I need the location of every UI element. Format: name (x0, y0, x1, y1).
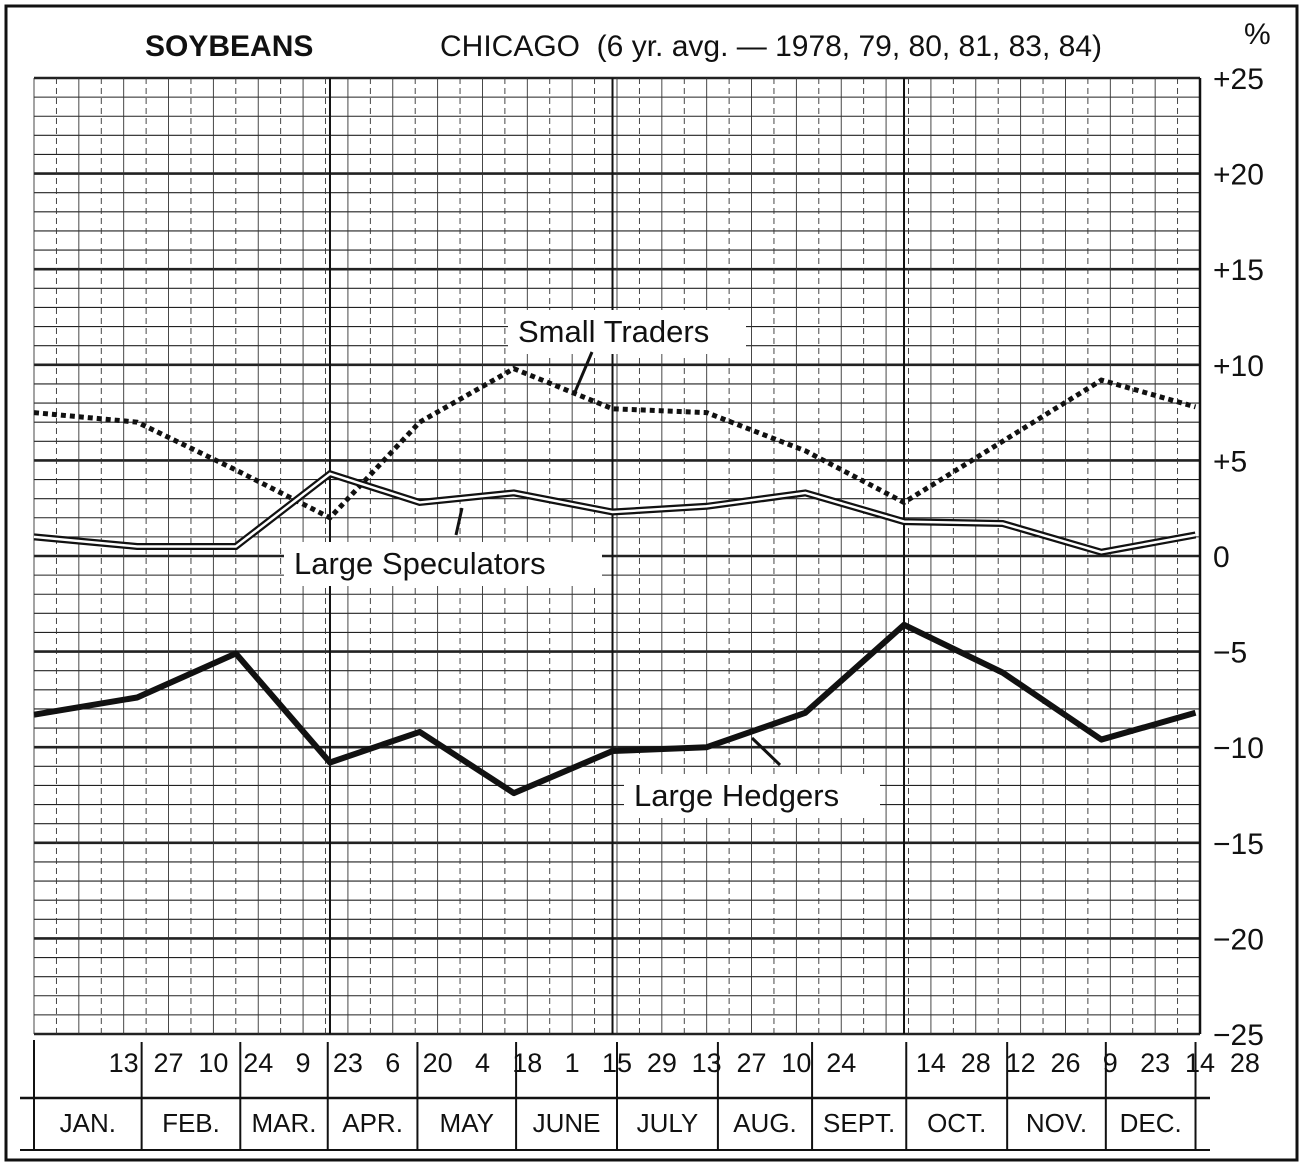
y-tick-label: −15 (1213, 828, 1264, 861)
x-day-label: 23 (1140, 1048, 1170, 1078)
y-tick-label: +10 (1213, 350, 1264, 383)
y-tick-label: +25 (1213, 63, 1264, 96)
month-label: MAR. (252, 1108, 317, 1138)
x-day-label: 27 (154, 1048, 184, 1078)
x-day-label: 18 (512, 1048, 542, 1078)
month-label: AUG. (733, 1108, 797, 1138)
series-lines (33, 365, 1197, 797)
x-day-label: 20 (423, 1048, 453, 1078)
large-speculators-leader (454, 507, 464, 536)
large-speculators-label-bg (284, 542, 602, 586)
month-label: APR. (342, 1108, 403, 1138)
large-hedgers-label: Large Hedgers (634, 778, 839, 813)
month-label: JULY (637, 1108, 699, 1138)
small-traders-label-bg (508, 310, 746, 354)
x-day-label: 26 (1050, 1048, 1080, 1078)
x-day-label: 6 (385, 1048, 400, 1078)
x-day-label: 9 (296, 1048, 311, 1078)
y-tick-label: +5 (1213, 445, 1247, 478)
large-hedgers-leader (750, 736, 782, 767)
month-label: MAY (440, 1108, 494, 1138)
small-traders-line (33, 365, 1197, 521)
large-speculators-label: Large Speculators (294, 546, 546, 581)
x-day-label: 27 (737, 1048, 767, 1078)
y-tick-label: −25 (1213, 1019, 1264, 1052)
small-traders-label: Small Traders (518, 314, 709, 349)
chart-title: SOYBEANS (145, 30, 313, 63)
x-day-label: 10 (198, 1048, 228, 1078)
month-label: NOV. (1026, 1108, 1087, 1138)
x-day-label: 10 (781, 1048, 811, 1078)
x-day-label: 13 (109, 1048, 139, 1078)
month-label: DEC. (1120, 1108, 1182, 1138)
x-day-label: 1 (565, 1048, 580, 1078)
y-tick-label: +20 (1213, 159, 1264, 192)
chart-grid (33, 76, 1202, 1036)
x-day-label: 12 (1006, 1048, 1036, 1078)
large-hedgers-line (33, 621, 1197, 797)
y-tick-label: +15 (1213, 254, 1264, 287)
chart-subtitle: CHICAGO (6 yr. avg. — 1978, 79, 80, 81, … (440, 30, 1102, 63)
month-label: JAN. (60, 1108, 116, 1138)
large-speculators-line-inner (33, 472, 1196, 554)
series-labels: Small Traders Large Speculators Large Hedg… (284, 310, 880, 818)
y-tick-label: −5 (1213, 637, 1247, 670)
small-traders-leader (573, 351, 594, 393)
month-label: FEB. (162, 1108, 220, 1138)
month-label: OCT. (927, 1108, 986, 1138)
x-day-label: 28 (961, 1048, 991, 1078)
x-day-label: 23 (333, 1048, 363, 1078)
x-day-label: 4 (475, 1048, 490, 1078)
x-day-label: 14 (1185, 1048, 1215, 1078)
y-tick-labels: +25 +20 +15 +10 +5 0 −5 −10 −15 −20 −25 (1213, 63, 1264, 1052)
y-tick-label: −10 (1213, 732, 1264, 765)
large-hedgers-label-bg (624, 774, 880, 818)
x-day-label: 24 (243, 1048, 273, 1078)
x-day-label: 29 (647, 1048, 677, 1078)
x-axis: 13 27 10 24 9 23 6 20 4 18 1 15 29 13 27 10 24 14 28 12 26 9 2… (20, 1040, 1260, 1151)
y-unit-label: % (1244, 18, 1271, 51)
x-day-label: 24 (826, 1048, 856, 1078)
x-day-label: 14 (916, 1048, 946, 1078)
month-label: SEPT. (823, 1108, 895, 1138)
month-label: JUNE (533, 1108, 601, 1138)
x-day-label: 28 (1230, 1048, 1260, 1078)
y-tick-label: 0 (1213, 541, 1230, 574)
y-tick-label: −20 (1213, 923, 1264, 956)
x-day-label: 13 (692, 1048, 722, 1078)
